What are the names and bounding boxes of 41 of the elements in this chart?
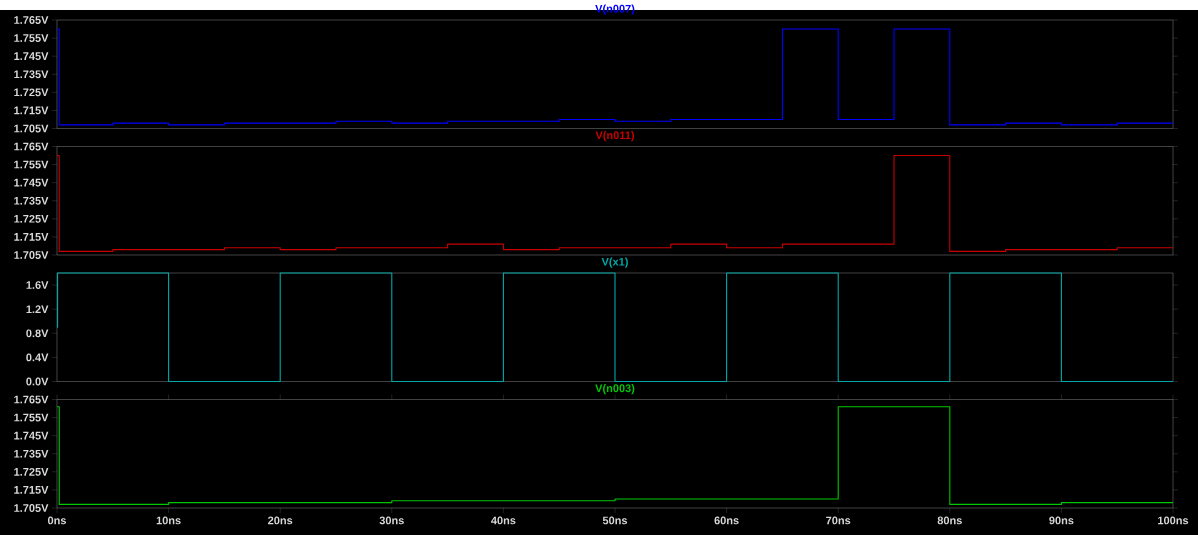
y-tick-label: 0.0V xyxy=(26,377,49,386)
y-tick-label: 1.715V xyxy=(14,486,49,494)
x-tick-label: 50ns xyxy=(602,516,628,525)
chart-title: V(n003) xyxy=(595,384,635,395)
x-tick-label: 100ns xyxy=(1158,516,1189,525)
y-tick-label: 1.755V xyxy=(14,34,49,42)
y-tick-label: 1.715V xyxy=(14,106,49,115)
y-tick-label: 1.725V xyxy=(14,467,49,476)
chart-title: V(n007) xyxy=(595,4,635,15)
y-tick-label: 1.745V xyxy=(14,52,49,61)
x-tick-label: 40ns xyxy=(491,516,516,525)
y-tick-label: 1.705V xyxy=(14,124,49,133)
chart-title: V(x1) xyxy=(601,257,628,268)
y-tick-label: 0.4V xyxy=(26,353,49,362)
x-tick-label: 80ns xyxy=(937,516,962,525)
y-tick-label: 1.755V xyxy=(14,160,49,169)
x-tick-label: 60ns xyxy=(714,516,739,525)
y-tick-label: 1.735V xyxy=(14,196,49,205)
x-tick-label: 0ns xyxy=(47,516,67,525)
y-tick-label: 1.715V xyxy=(14,233,49,241)
x-tick-label: 10ns xyxy=(156,516,181,525)
y-tick-label: 0.8V xyxy=(26,329,49,338)
y-tick-label: 1.765V xyxy=(14,395,49,404)
y-tick-label: 1.725V xyxy=(14,88,49,97)
y-tick-label: 1.725V xyxy=(14,214,49,223)
y-tick-label: 1.745V xyxy=(14,431,49,440)
x-tick-label: 20ns xyxy=(268,516,293,525)
y-tick-label: 1.765V xyxy=(14,142,49,151)
y-tick-label: 1.705V xyxy=(14,251,49,259)
y-tick-label: 1.735V xyxy=(14,449,49,458)
y-tick-label: 1.705V xyxy=(14,504,49,512)
y-tick-label: 1.755V xyxy=(14,413,49,422)
x-tick-label: 30ns xyxy=(379,516,404,525)
y-tick-label: 1.745V xyxy=(14,178,49,187)
chart-title: V(n011) xyxy=(595,131,635,142)
y-tick-label: 1.6V xyxy=(26,281,49,289)
x-tick-label: 90ns xyxy=(1049,516,1074,525)
y-tick-label: 1.765V xyxy=(14,16,49,24)
x-tick-label: 70ns xyxy=(826,516,851,525)
y-tick-label: 1.735V xyxy=(14,70,49,79)
y-tick-label: 1.2V xyxy=(26,305,49,314)
